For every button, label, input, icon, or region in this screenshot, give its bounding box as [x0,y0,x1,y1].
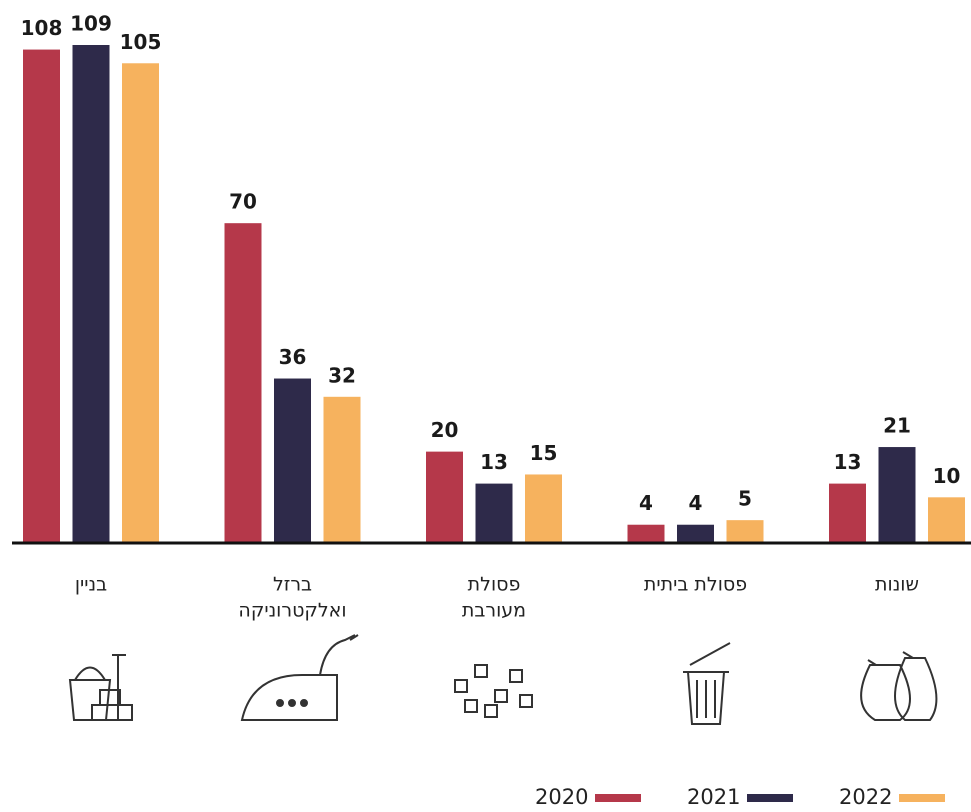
value-label: 10 [933,464,961,488]
legend-swatch [747,794,793,802]
icons [68,634,938,725]
category-label: פסולת [468,574,521,596]
bar [475,483,513,543]
legend-label: 2022 [839,785,892,809]
legend-swatch [595,794,641,802]
legend-swatch [899,794,945,802]
construction-icon [68,654,133,721]
bar [627,524,665,543]
bar [928,497,965,543]
value-label: 4 [639,491,653,515]
category-label: שונות [875,574,919,596]
bar [677,524,714,543]
bar [274,378,311,543]
value-label: 70 [229,190,257,214]
bar [726,520,764,543]
bar [122,63,159,543]
bar [23,49,60,543]
trash-icon [683,642,731,725]
bar [878,447,916,543]
bar [224,223,262,544]
bar [323,396,361,543]
value-label: 13 [834,450,862,474]
value-label: 105 [120,30,162,54]
category-label: בניין [75,574,107,596]
legend-label: 2020 [535,785,588,809]
value-label: 5 [738,487,752,511]
bar [72,45,110,543]
bar [829,483,866,543]
value-label: 15 [530,441,558,465]
bags-icon [860,651,938,721]
legend-label: 2021 [687,785,740,809]
value-label: 108 [21,16,63,40]
mixed-waste-icon [454,664,533,718]
value-label: 36 [279,345,307,369]
value-label: 20 [431,418,459,442]
category-label: ואלקטרוניקה [238,600,346,622]
category-label: פסולת ביתית [644,574,747,596]
bar [426,451,463,543]
iron-icon [240,634,359,721]
category-label: מעורבת [462,600,526,622]
value-label: 32 [328,363,356,387]
value-label: 13 [480,450,508,474]
value-label: 4 [689,491,703,515]
value-label: 21 [883,414,911,438]
value-label: 109 [70,12,112,36]
bar [525,474,562,543]
category-label: ברזל [273,574,312,596]
